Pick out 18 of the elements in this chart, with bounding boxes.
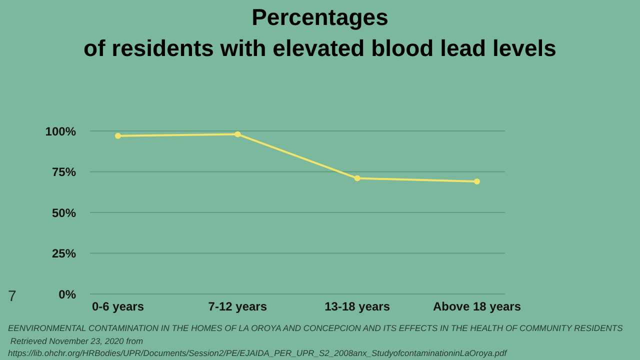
text: EENVIRONMENTAL CONTAMINATION IN THE HOMES OF LA OROYA AND CONCEPCION AND ITS EFFECTS IN THE HEALTH OF COMMUNITY RESIDENTS <box>8 322 623 334</box>
y-tick-label: 75% <box>52 165 76 180</box>
text: 7 <box>8 288 16 305</box>
point <box>354 175 360 182</box>
x-tick-label: 7-12 years <box>208 300 268 314</box>
text: Retrieved November 23, 2020 from <box>9 334 144 347</box>
point <box>234 131 241 138</box>
y-tick-label: 100% <box>45 124 76 138</box>
chart-title: Percentages of residents with elevated blood lead levels <box>82 3 558 63</box>
x-tick-label: Above 18 years <box>432 300 522 314</box>
x-tick-label: 13-18 years <box>324 300 390 314</box>
x-tick-label: 0-6 years <box>92 300 144 314</box>
y-tick-label: 0% <box>58 287 76 302</box>
text: https://lib.ohchr.org/HRBodies/UPR/Documents/Session2/PE/EJAIDA_PER_UPR_S2_2008anx_StudyofcontaminationinLaOroya.pdf <box>8 347 508 360</box>
point <box>474 178 480 185</box>
point <box>115 132 121 139</box>
y-tick-label: 25% <box>52 246 76 261</box>
y-tick-label: 50% <box>52 206 76 220</box>
